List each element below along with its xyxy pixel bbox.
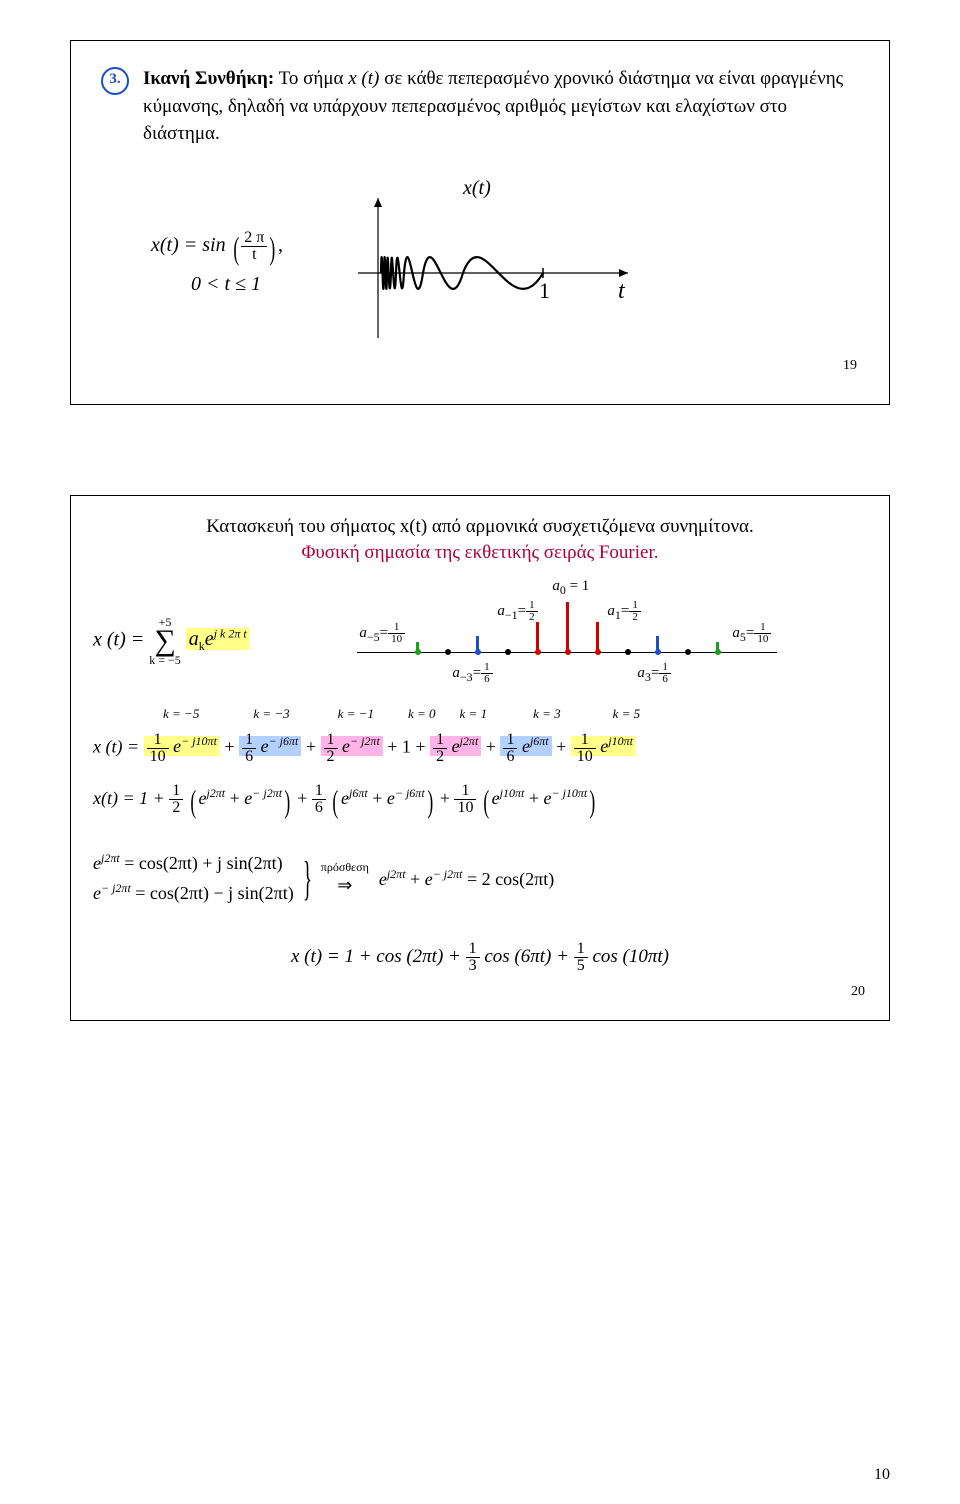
text-before: Το σήμα <box>279 68 349 89</box>
sum-and-coefs: x (t) = +5 ∑ k = −5 akej k 2π t <box>93 582 867 700</box>
slide20-title: Κατασκευή του σήματος x(t) από αρμονικά … <box>93 516 867 538</box>
k-5: k = 5 <box>613 706 641 722</box>
graph-t-label: t <box>618 278 626 304</box>
k-3: k = 3 <box>533 706 561 722</box>
expansion-eq: x (t) = 110 e− j10πt + 16 e− j6πt + 12 e… <box>93 732 867 765</box>
bullet-row: 3. Ικανή Συνθήκη: Το σήμα x (t) σε κάθε … <box>101 65 859 148</box>
bullet-number: 3. <box>101 67 129 95</box>
lbl-a0: a0 = 1 <box>552 578 589 598</box>
sum-lhs: x (t) = <box>93 628 144 650</box>
xt-inline: x (t) <box>348 68 379 89</box>
expansion-row: k = −5 k = −3 k = −1 k = 0 k = 1 k = 3 k… <box>93 706 867 765</box>
slide-19: 3. Ικανή Συνθήκη: Το σήμα x (t) σε κάθε … <box>70 40 890 405</box>
frac-den: t <box>241 247 267 263</box>
heading: Ικανή Συνθήκη: <box>143 68 274 89</box>
eq-range: 0 < t ≤ 1 <box>191 273 283 296</box>
slide-20: Κατασκευή του σήματος x(t) από αρμονικά … <box>70 495 890 1021</box>
lbl-a3: a3=16 <box>637 662 670 685</box>
grouped-eq: x(t) = 1 + 12 (ej2πt + e− j2πt) + 16 (ej… <box>93 783 867 820</box>
frac-num: 2 π <box>241 230 267 247</box>
lbl-am3: a−3=16 <box>452 662 492 685</box>
k-m1: k = −1 <box>338 706 374 722</box>
sin-over-t-graph: x(t) 1 t <box>343 178 643 348</box>
graph-xt-label: x(t) <box>462 178 491 199</box>
lbl-a1: a1=12 <box>607 600 640 623</box>
lbl-am1: a−1=12 <box>497 600 537 623</box>
k-m3: k = −3 <box>253 706 289 722</box>
eq-lhs: x(t) = sin <box>151 234 226 256</box>
final-eq: x (t) = 1 + cos (2πt) + 13 cos (6πt) + 1… <box>93 941 867 974</box>
sum-body: akej k 2π t <box>186 628 250 650</box>
k-1: k = 1 <box>460 706 488 722</box>
slide-number-19: 19 <box>101 358 859 374</box>
equation-and-graph: x(t) = sin (2 πt), 0 < t ≤ 1 x(t) 1 t <box>151 178 859 348</box>
arrow-label: πρόσθεση <box>321 860 369 875</box>
lbl-am5: a−5=110 <box>359 622 405 645</box>
sum-lower: k = −5 <box>149 654 181 666</box>
k-0: k = 0 <box>408 706 436 722</box>
lbl-a5: a5=110 <box>732 622 771 645</box>
slide-number-20: 20 <box>93 984 867 1000</box>
graph-tick-1: 1 <box>539 278 550 303</box>
euler-block: ej2πt = cos(2πt) + j sin(2πt) e− j2πt = … <box>93 838 867 919</box>
slide20-subtitle: Φυσική σημασία της εκθετικής σειράς Four… <box>93 542 867 564</box>
sum-equation: x (t) = +5 ∑ k = −5 akej k 2π t <box>93 616 250 666</box>
condition-text: Ικανή Συνθήκη: Το σήμα x (t) σε κάθε πεπ… <box>143 65 859 148</box>
sin-equation: x(t) = sin (2 πt), 0 < t ≤ 1 <box>151 230 283 296</box>
coefficient-stem-plot: a0 = 1 a−1=12 a1=12 a−5=110 a5=110 a−3=1… <box>357 582 777 692</box>
page-number: 10 <box>874 1466 890 1484</box>
k-m5: k = −5 <box>163 706 199 722</box>
